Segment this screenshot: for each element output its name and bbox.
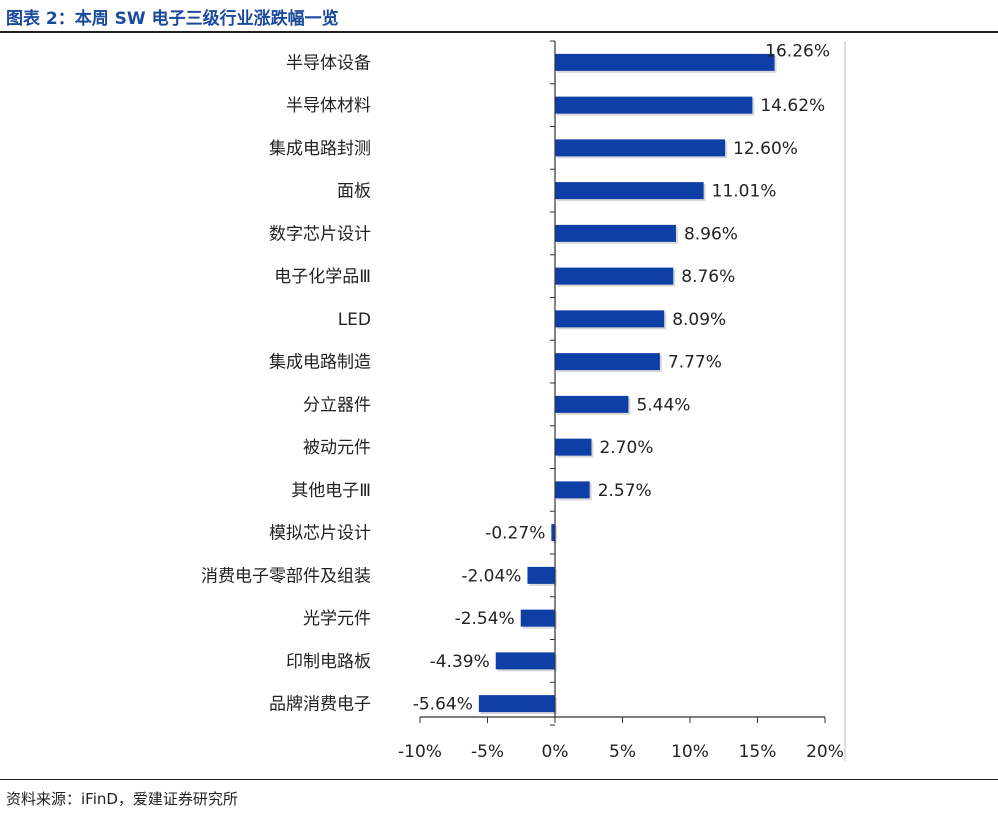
bar bbox=[555, 438, 592, 456]
value-axis-tick-label: 15% bbox=[739, 742, 777, 762]
value-axis-tick-label: 0% bbox=[542, 742, 569, 762]
category-label: 印制电路板 bbox=[286, 652, 371, 672]
data-label: 8.96% bbox=[684, 224, 738, 244]
category-label: 半导体材料 bbox=[286, 96, 371, 116]
data-label: -5.64% bbox=[413, 695, 473, 715]
bar bbox=[555, 481, 590, 499]
bar bbox=[555, 310, 665, 328]
data-label: 8.76% bbox=[681, 267, 735, 287]
category-label: 电子化学品Ⅲ bbox=[274, 267, 371, 287]
bar bbox=[551, 524, 555, 542]
category-label: 数字芯片设计 bbox=[269, 224, 371, 244]
bar bbox=[555, 53, 775, 71]
value-axis-tick-label: -10% bbox=[398, 742, 442, 762]
category-label: 半导体设备 bbox=[286, 53, 371, 73]
category-label: 模拟芯片设计 bbox=[269, 524, 371, 544]
bar bbox=[495, 652, 555, 670]
figure-title: 图表 2：本周 SW 电子三级行业涨跌幅一览 bbox=[6, 9, 339, 29]
bars bbox=[478, 53, 777, 715]
data-label: 14.62% bbox=[760, 96, 825, 116]
value-axis-tick-label: 10% bbox=[671, 742, 709, 762]
data-label: 8.09% bbox=[672, 310, 726, 330]
title-divider bbox=[0, 31, 998, 33]
category-label: LED bbox=[338, 310, 371, 330]
bar bbox=[555, 96, 753, 114]
data-label: -2.54% bbox=[455, 609, 515, 629]
bar bbox=[555, 182, 704, 200]
data-label: 2.57% bbox=[598, 481, 652, 501]
source-note: 资料来源：iFinD，爱建证券研究所 bbox=[6, 790, 238, 808]
category-label: 分立器件 bbox=[303, 395, 371, 415]
data-label: -0.27% bbox=[485, 524, 545, 544]
data-label: 5.44% bbox=[636, 395, 690, 415]
category-label: 其他电子Ⅲ bbox=[291, 481, 371, 501]
bar bbox=[555, 224, 676, 242]
data-label: -2.04% bbox=[461, 566, 521, 586]
category-label: 光学元件 bbox=[303, 609, 371, 629]
axes: -10% -5% 0% 5% 10% 15% 20% bbox=[398, 40, 844, 762]
data-label: 2.70% bbox=[599, 438, 653, 458]
bar bbox=[555, 139, 726, 157]
value-axis-tick-label: 5% bbox=[609, 742, 636, 762]
bar bbox=[478, 695, 555, 713]
category-label: 消费电子零部件及组装 bbox=[201, 566, 371, 586]
bar bbox=[527, 566, 555, 584]
bar bbox=[555, 267, 674, 285]
bar bbox=[520, 609, 555, 627]
value-axis-tick-label: 20% bbox=[806, 742, 844, 762]
value-axis-tick-label: -5% bbox=[471, 742, 504, 762]
data-label: 16.26% bbox=[765, 41, 830, 61]
footer-divider bbox=[0, 779, 998, 780]
data-label: 7.77% bbox=[668, 353, 722, 373]
bar bbox=[555, 395, 629, 413]
bar bbox=[555, 353, 660, 371]
data-label: -4.39% bbox=[430, 652, 490, 672]
category-label: 面板 bbox=[337, 182, 371, 202]
category-label: 集成电路封测 bbox=[269, 139, 371, 159]
category-label: 集成电路制造 bbox=[269, 353, 371, 373]
category-label: 品牌消费电子 bbox=[269, 695, 371, 715]
data-label: 12.60% bbox=[733, 139, 798, 159]
labels: 半导体设备 16.26% 半导体材料 14.62% 集成电路封测 12.60% 面板 11.0… bbox=[201, 41, 830, 714]
data-label: 11.01% bbox=[712, 182, 777, 202]
category-label: 被动元件 bbox=[303, 438, 371, 458]
